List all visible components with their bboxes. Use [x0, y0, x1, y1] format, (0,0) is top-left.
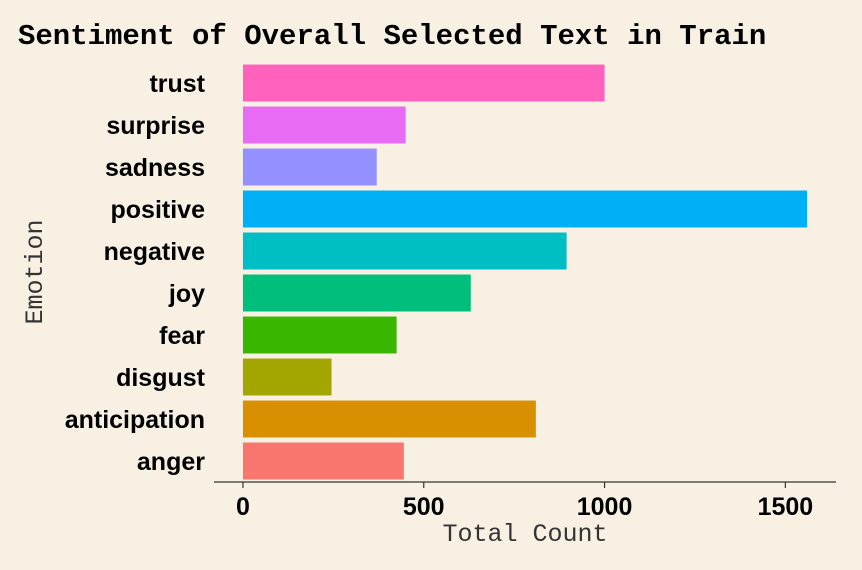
category-label-fear: fear: [159, 322, 205, 350]
y-axis-title: Emotion: [21, 219, 50, 324]
x-tick-label: 1500: [758, 493, 814, 521]
category-label-trust: trust: [149, 70, 205, 98]
category-label-disgust: disgust: [116, 364, 206, 392]
bar-negative: [242, 232, 567, 270]
bar-trust: [242, 64, 605, 102]
x-axis-title: Total Count: [442, 520, 607, 549]
x-axis-ticks: 0 500 1000 1500: [236, 482, 813, 521]
x-tick-label: 1000: [577, 493, 633, 521]
category-label-sadness: sadness: [105, 154, 205, 182]
chart-title: Sentiment of Overall Selected Text in Tr…: [18, 20, 766, 53]
category-label-joy: joy: [168, 280, 205, 308]
bar-surprise: [242, 106, 406, 144]
bar-joy: [242, 274, 471, 312]
bars-group: [242, 64, 808, 480]
bar-anticipation: [242, 400, 536, 438]
bar-disgust: [242, 358, 332, 396]
bar-sadness: [242, 148, 377, 186]
category-label-anticipation: anticipation: [65, 406, 205, 434]
category-label-surprise: surprise: [106, 112, 205, 140]
category-label-positive: positive: [111, 196, 206, 224]
category-label-anger: anger: [137, 448, 205, 476]
category-labels: anger anticipation disgust fear joy negative p…: [65, 70, 206, 476]
bar-positive: [242, 190, 808, 228]
bar-anger: [242, 442, 404, 480]
category-label-negative: negative: [104, 238, 206, 266]
bar-fear: [242, 316, 397, 354]
x-tick-label: 500: [403, 493, 445, 521]
x-tick-label: 0: [236, 493, 250, 521]
